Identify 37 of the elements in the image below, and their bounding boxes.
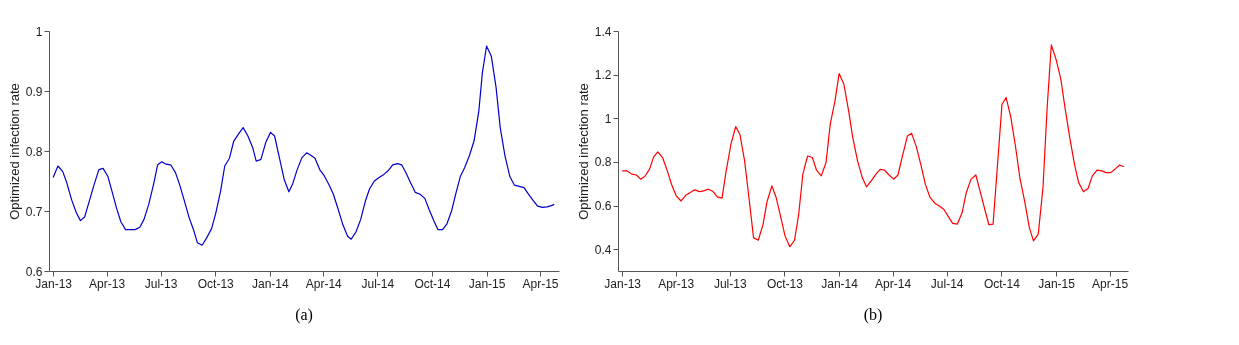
y-tick-label: 0.9	[25, 84, 43, 99]
x-tick-label: Jul-13	[713, 276, 747, 291]
y-tick-label: 0.8	[25, 144, 43, 159]
x-tick-label: Jul-13	[144, 276, 178, 291]
line-series	[621, 44, 1125, 248]
x-tick-label: Oct-13	[197, 276, 235, 291]
y-tick-label: 0.6	[594, 199, 612, 214]
x-tick-label: Jul-14	[930, 276, 964, 291]
y-tick-label: 1.4	[594, 24, 612, 39]
x-tick-label: Jan-15	[468, 276, 506, 291]
y-axis-title: Optimized infection rate	[6, 83, 22, 220]
x-tick-label: Apr-13	[658, 276, 695, 291]
y-tick-label: 1.2	[594, 68, 612, 83]
y-axis-title: Optimized infection rate	[575, 83, 591, 220]
x-tick-label: Jul-14	[361, 276, 395, 291]
x-tick-label: Jan-14	[252, 276, 290, 291]
y-tick-label: 1	[604, 111, 612, 126]
x-tick-label: Jan-14	[821, 276, 859, 291]
line-series	[52, 45, 555, 246]
y-tick-label: 1	[35, 24, 43, 39]
x-tick-label: Apr-13	[89, 276, 126, 291]
x-tick-label: Apr-14	[305, 276, 343, 291]
x-tick-label: Oct-13	[766, 276, 804, 291]
x-tick-label: Oct-14	[983, 276, 1021, 291]
x-tick-label: Jan-13	[35, 276, 73, 291]
text: (b)	[863, 306, 883, 324]
x-tick-label: Oct-14	[414, 276, 451, 291]
y-tick-label: 0.4	[594, 242, 612, 257]
text: (a)	[295, 306, 313, 324]
x-tick-label: Apr-14	[875, 276, 912, 291]
y-tick-label: 0.8	[594, 155, 612, 170]
x-tick-label: Jan-15	[1038, 276, 1076, 291]
y-tick-label: 0.7	[25, 204, 43, 219]
x-tick-label: Apr-15	[1092, 276, 1129, 291]
x-tick-label: Apr-15	[522, 276, 559, 291]
y-tick-label: 0.6	[25, 264, 43, 279]
x-tick-label: Jan-13	[604, 276, 642, 291]
